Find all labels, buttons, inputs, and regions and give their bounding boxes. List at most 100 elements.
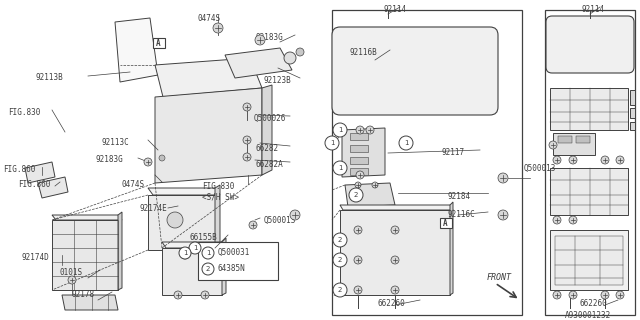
Circle shape	[399, 136, 413, 150]
Polygon shape	[342, 128, 385, 177]
Polygon shape	[630, 90, 635, 105]
Circle shape	[159, 155, 165, 161]
FancyBboxPatch shape	[332, 27, 498, 115]
Circle shape	[213, 23, 223, 33]
Text: 1: 1	[330, 140, 334, 146]
Text: 92114: 92114	[582, 5, 605, 14]
Circle shape	[372, 182, 378, 188]
Text: FRONT: FRONT	[487, 274, 512, 283]
Text: 1: 1	[338, 127, 342, 133]
Circle shape	[333, 161, 347, 175]
Circle shape	[68, 276, 76, 284]
Polygon shape	[553, 133, 595, 155]
Circle shape	[167, 212, 183, 228]
Circle shape	[202, 263, 214, 275]
Polygon shape	[38, 177, 68, 198]
Circle shape	[498, 173, 508, 183]
Polygon shape	[630, 122, 635, 130]
Text: 662260: 662260	[579, 299, 607, 308]
Text: FIG.860: FIG.860	[18, 180, 51, 189]
Polygon shape	[155, 58, 262, 97]
Bar	[576, 136, 590, 143]
Polygon shape	[550, 168, 628, 215]
Text: 2: 2	[338, 237, 342, 243]
Circle shape	[616, 156, 624, 164]
Polygon shape	[148, 188, 220, 195]
Polygon shape	[222, 238, 226, 295]
Circle shape	[333, 233, 347, 247]
Circle shape	[601, 291, 609, 299]
Circle shape	[391, 226, 399, 234]
Text: <S/H SW>: <S/H SW>	[202, 192, 239, 201]
Bar	[350, 133, 368, 140]
Circle shape	[356, 171, 364, 179]
Bar	[558, 136, 572, 143]
Polygon shape	[162, 242, 226, 248]
Polygon shape	[215, 185, 220, 250]
Circle shape	[189, 242, 201, 254]
Circle shape	[179, 247, 191, 259]
Circle shape	[255, 35, 265, 45]
Polygon shape	[450, 202, 453, 295]
Circle shape	[290, 210, 300, 220]
Circle shape	[553, 291, 561, 299]
Polygon shape	[340, 210, 450, 295]
Text: 2: 2	[206, 266, 210, 272]
Circle shape	[553, 216, 561, 224]
Text: FIG.860: FIG.860	[3, 165, 35, 174]
Circle shape	[325, 136, 339, 150]
Circle shape	[333, 123, 347, 137]
Circle shape	[553, 156, 561, 164]
Text: 92174D: 92174D	[22, 253, 50, 262]
Polygon shape	[630, 108, 635, 118]
Polygon shape	[155, 88, 262, 183]
FancyBboxPatch shape	[440, 218, 451, 228]
Circle shape	[366, 126, 374, 134]
Circle shape	[181, 251, 189, 259]
Bar	[350, 168, 368, 175]
Polygon shape	[148, 195, 215, 250]
FancyBboxPatch shape	[152, 37, 164, 47]
Circle shape	[354, 226, 362, 234]
Polygon shape	[118, 212, 122, 290]
Text: Q500013: Q500013	[524, 164, 556, 173]
Text: 92174E: 92174E	[140, 204, 168, 213]
Text: 0101S: 0101S	[60, 268, 83, 277]
Circle shape	[391, 286, 399, 294]
Text: A: A	[443, 219, 448, 228]
Polygon shape	[340, 205, 453, 210]
Text: 92113B: 92113B	[35, 73, 63, 82]
Polygon shape	[162, 248, 222, 295]
Text: 0474S: 0474S	[122, 180, 145, 189]
Circle shape	[174, 291, 182, 299]
Circle shape	[355, 182, 361, 188]
Circle shape	[569, 291, 577, 299]
Text: 662260: 662260	[378, 299, 406, 308]
Text: FIG.830: FIG.830	[8, 108, 40, 117]
Text: 92117: 92117	[441, 148, 464, 157]
Text: 2: 2	[338, 287, 342, 293]
Bar	[198, 242, 278, 280]
Polygon shape	[52, 215, 122, 220]
Text: 92114: 92114	[384, 5, 407, 14]
Circle shape	[391, 256, 399, 264]
Circle shape	[354, 286, 362, 294]
Text: Q500031: Q500031	[218, 248, 250, 257]
Bar	[545, 10, 635, 315]
Polygon shape	[550, 230, 628, 290]
Text: 1: 1	[205, 250, 211, 256]
Circle shape	[356, 126, 364, 134]
Text: 92183G: 92183G	[256, 33, 284, 42]
Polygon shape	[225, 48, 292, 78]
Circle shape	[333, 283, 347, 297]
Circle shape	[549, 141, 557, 149]
Bar	[350, 145, 368, 152]
Text: 1: 1	[404, 140, 408, 146]
Circle shape	[144, 158, 152, 166]
Circle shape	[243, 136, 251, 144]
Circle shape	[243, 153, 251, 161]
Bar	[332, 10, 522, 315]
Text: 92123B: 92123B	[264, 76, 292, 85]
Circle shape	[616, 291, 624, 299]
Circle shape	[601, 156, 609, 164]
